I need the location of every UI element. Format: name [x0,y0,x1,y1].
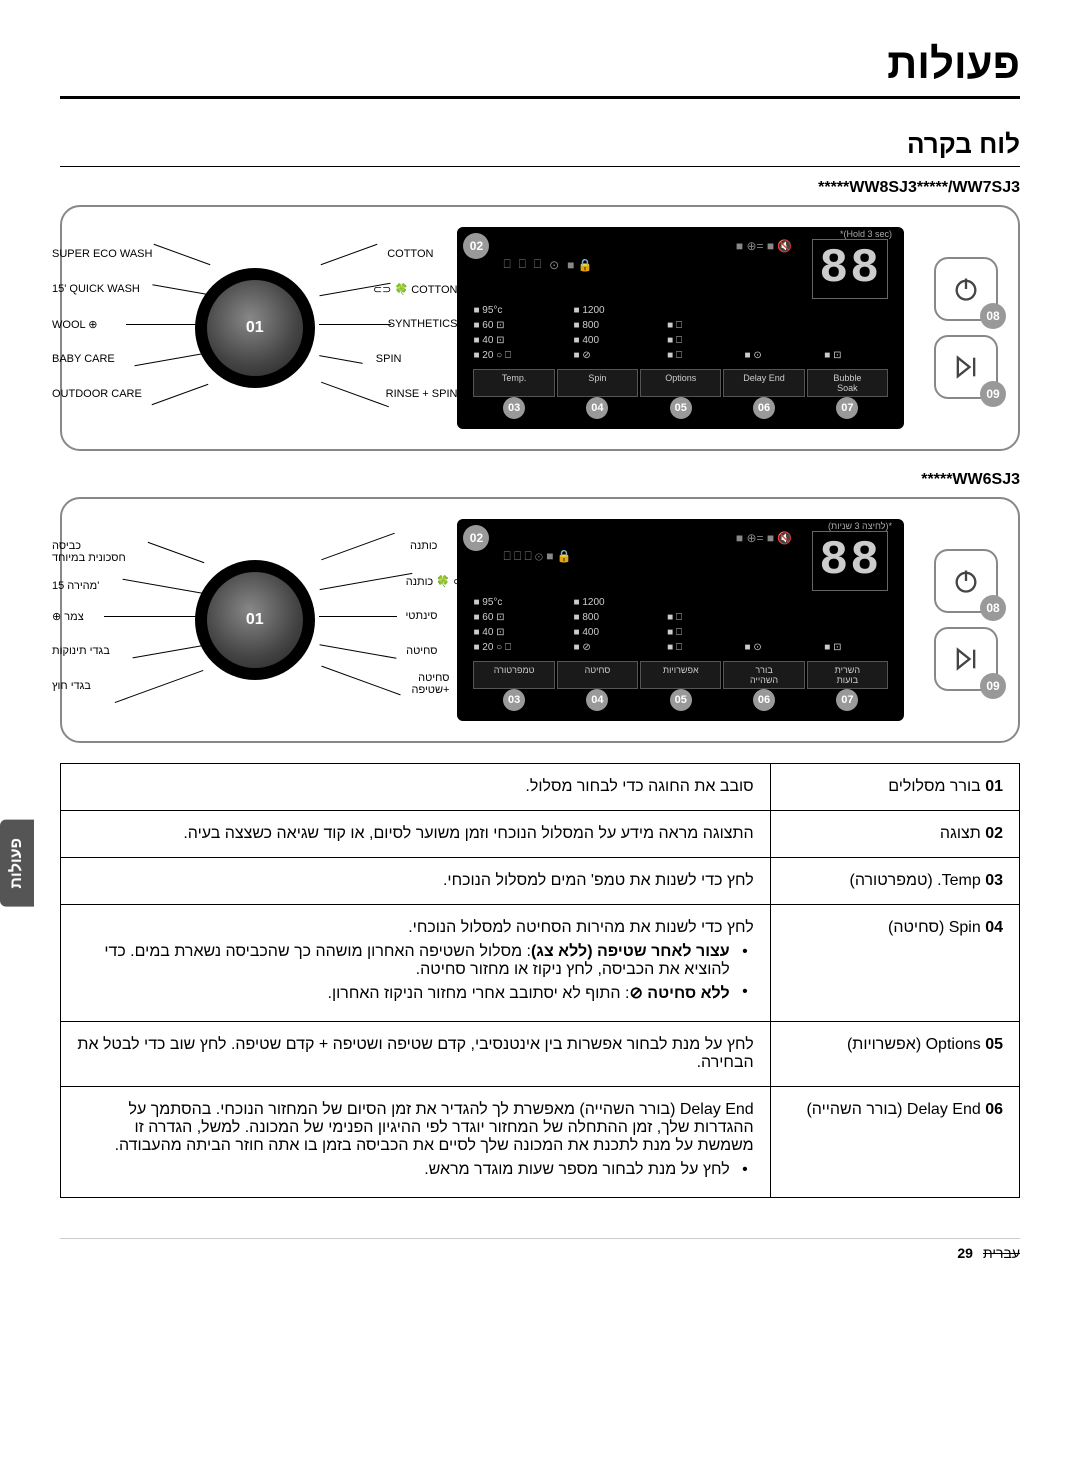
table-row: 06 Delay End (בורר השהייה)Delay End (בור… [61,1087,1020,1198]
dial-label: ⊂⊃ 🍀 COTTON [373,283,457,296]
dial-label: סינתטי [405,610,437,622]
badge-04: 04 [586,689,608,711]
dial-center-badge: 01 [246,319,264,337]
row-label: 02 תצוגה [770,811,1019,858]
row-label: 03 Temp. (טמפרטורה) [770,858,1019,905]
program-dial[interactable]: 01 [195,268,315,388]
play-pause-icon [952,645,980,673]
row-label: 04 Spin (סחיטה) [770,905,1019,1022]
delay-end-button[interactable]: Delay End [723,369,804,397]
table-row: 05 Options (אפשרויות)לחץ על מנת לבחור אפ… [61,1022,1020,1087]
page-footer: עברית 29 [60,1238,1020,1261]
indicator-grid: ■ 95°c■ 1200 ■ 60 ⊡■ 800■ ⎕ ■ 40 ⊡■ 400■… [473,597,888,653]
dial-label: SYNTHETICS [388,318,458,330]
badge-03: 03 [503,397,525,419]
time-display: 88 [812,531,888,591]
temp-button[interactable]: טמפרטורה [473,661,554,689]
table-row: 03 Temp. (טמפרטורה)לחץ כדי לשנות את טמפ'… [61,858,1020,905]
model-bottom: WW6SJ3***** [60,471,1020,489]
row-desc: לחץ כדי לשנות את טמפ' המים למסלול הנוכחי… [61,858,771,905]
footer-lang: עברית [983,1245,1020,1261]
display-top: *(Hold 3 sec) 02 ■ ⊕= ■ 🔇 ⎕⎕⎕⊙■ 🔒 88 ■ 9… [457,227,904,429]
row-desc: סובב את החוגה כדי לבחור מסלול. [61,764,771,811]
option-icons: ⎕⎕⎕⊙■ 🔒 [503,257,792,272]
dial-label: כביסה חסכונית במיוחד [52,540,126,564]
temp-button[interactable]: Temp. [473,369,554,397]
model-top: WW8SJ3*****/WW7SJ3***** [60,179,1020,197]
power-button[interactable]: 08 [934,549,998,613]
delay-end-button[interactable]: בורר השהייה [723,661,804,689]
badge-08: 08 [980,303,1006,329]
program-dial[interactable]: 01 [195,560,315,680]
dial-label: סחיטה [406,645,437,657]
badge-09: 09 [980,381,1006,407]
row-label: 06 Delay End (בורר השהייה) [770,1087,1019,1198]
dial-label: RINSE + SPIN [386,388,458,400]
row-label: 01 בורר מסלולים [770,764,1019,811]
dial-label: SUPER ECO WASH [52,248,152,260]
badge-08: 08 [980,595,1006,621]
dial-label: 15' QUICK WASH [52,283,140,295]
row-desc: לחץ על מנת לבחור אפשרות בין אינטנסיבי, ק… [61,1022,771,1087]
options-button[interactable]: Options [640,369,721,397]
dial-label: SPIN [376,353,402,365]
dial-center-badge: 01 [246,611,264,629]
start-pause-button[interactable]: 09 [934,335,998,399]
dial-label: WOOL ⊕ [52,318,97,331]
play-pause-icon [952,353,980,381]
page-title: פעולות [60,40,1020,99]
table-row: 04 Spin (סחיטה)לחץ כדי לשנות את מהירות ה… [61,905,1020,1022]
display-bottom: (לחיצה 3 שניות)* 02 ■ ⊕= ■ 🔇 ⎕ ⎕ ⎕ ⊙ ■ 🔒… [457,519,904,721]
table-row: 02 תצוגההתצוגה מראה מידע על המסלול הנוכח… [61,811,1020,858]
power-button[interactable]: 08 [934,257,998,321]
power-icon [952,567,980,595]
badge-07: 07 [836,689,858,711]
indicator-grid: ■ 95°c■ 1200 ■ 60 ⊡■ 800■ ⎕ ■ 40 ⊡■ 400■… [473,305,888,361]
badge-09: 09 [980,673,1006,699]
panel-top: SUPER ECO WASH 15' QUICK WASH WOOL ⊕ BAB… [60,205,1020,451]
power-icon [952,275,980,303]
hold-text: (לחיצה 3 שניות)* [828,521,892,531]
row-desc: Delay End (בורר השהייה) מאפשרת לך להגדיר… [61,1087,771,1198]
options-button[interactable]: אפשרויות [640,661,721,689]
table-row: 01 בורר מסלוליםסובב את החוגה כדי לבחור מ… [61,764,1020,811]
badge-06: 06 [753,397,775,419]
spin-button[interactable]: סחיטה [557,661,638,689]
start-pause-button[interactable]: 09 [934,627,998,691]
dial-label: בגדי תינוקות [52,645,110,657]
row-desc: התצוגה מראה מידע על המסלול הנוכחי וזמן מ… [61,811,771,858]
dial-label: ⊕ צמר [52,610,84,623]
dial-label: כותנה [410,540,437,552]
bubble-soak-button[interactable]: Bubble Soak [807,369,888,397]
time-display: 88 [812,239,888,299]
dial-label: COTTON [387,248,433,260]
badge-07: 07 [836,397,858,419]
row-label: 05 Options (אפשרויות) [770,1022,1019,1087]
section-title: לוח בקרה [60,129,1020,167]
row-desc: לחץ כדי לשנות את מהירות הסחיטה למסלול הנ… [61,905,771,1022]
hold-text: *(Hold 3 sec) [840,229,892,239]
dial-top: SUPER ECO WASH 15' QUICK WASH WOOL ⊕ BAB… [82,238,427,418]
badge-05: 05 [670,689,692,711]
badge-05: 05 [670,397,692,419]
bubble-soak-button[interactable]: השרית בועות [807,661,888,689]
dial-bottom: כביסה חסכונית במיוחד מהירה 15' ⊕ צמר בגד… [82,530,427,710]
dial-label: BABY CARE [52,353,115,365]
dial-label: בגדי חוץ [52,680,91,692]
dial-label: סחיטה שטיפה+ [411,672,449,696]
side-tab: פעולות [0,820,34,907]
description-table: 01 בורר מסלוליםסובב את החוגה כדי לבחור מ… [60,763,1020,1198]
panel-bottom: כביסה חסכונית במיוחד מהירה 15' ⊕ צמר בגד… [60,497,1020,743]
badge-04: 04 [586,397,608,419]
badge-06: 06 [753,689,775,711]
badge-03: 03 [503,689,525,711]
dial-label: OUTDOOR CARE [52,388,142,400]
spin-button[interactable]: Spin [557,369,638,397]
footer-page: 29 [957,1245,973,1261]
dial-label: מהירה 15' [52,580,99,592]
